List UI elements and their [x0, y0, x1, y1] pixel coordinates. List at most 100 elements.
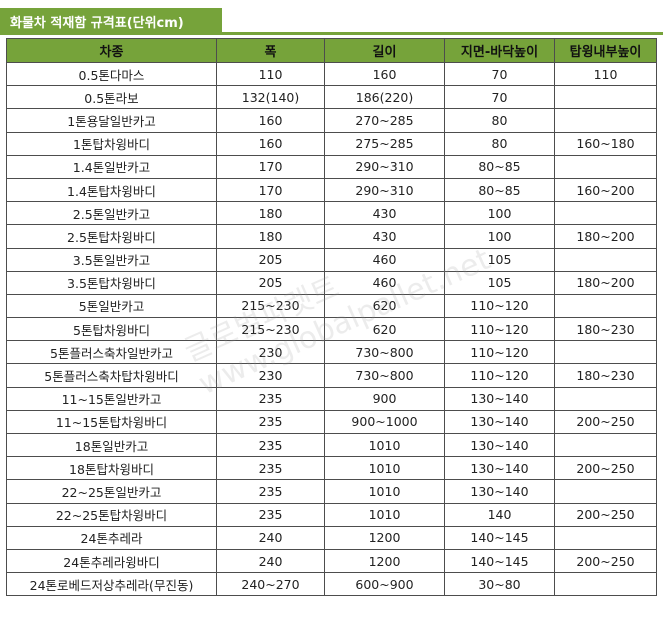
cell-width: 240: [216, 548, 325, 574]
cell-width: 240~270: [216, 572, 325, 597]
header-floor-height: 지면-바닥높이: [444, 38, 555, 63]
title-box: 화물차 적재함 규격표(단위cm): [0, 8, 222, 34]
cell-inner-height: 180~230: [554, 363, 657, 388]
cell-length: 900: [324, 386, 445, 411]
cell-width: 235: [216, 502, 325, 527]
table-row: 1.4톤탑차윙바디 170 290~310 80~85 160~200: [6, 177, 657, 203]
cell-inner-height: 200~250: [554, 502, 657, 527]
cell-floor-height: 110~120: [444, 340, 555, 365]
cell-floor-height: 70: [444, 85, 555, 110]
cell-inner-height: 200~250: [554, 548, 657, 574]
cell-vehicle-type: 3.5톤일반카고: [6, 247, 217, 272]
cell-floor-height: 130~140: [444, 386, 555, 411]
cell-length: 620: [324, 317, 445, 342]
cell-width: 235: [216, 432, 325, 458]
header-vehicle-type: 차종: [6, 38, 217, 63]
cell-floor-height: 110~120: [444, 363, 555, 388]
header-width: 폭: [216, 38, 325, 63]
cell-vehicle-type: 24톤로베드저상추레라(무진동): [6, 572, 217, 597]
cell-floor-height: 100: [444, 201, 555, 226]
cell-floor-height: 140: [444, 502, 555, 527]
header-inner-height: 탑윙내부높이: [554, 38, 657, 63]
table-row: 5톤플러스축차탑차윙바디 230 730~800 110~120 180~230: [6, 363, 657, 388]
table-row: 24톤로베드저상추레라(무진동) 240~270 600~900 30~80: [6, 572, 657, 597]
cell-floor-height: 30~80: [444, 572, 555, 597]
cell-floor-height: 110~120: [444, 317, 555, 342]
cell-floor-height: 130~140: [444, 409, 555, 435]
title-underline: [0, 32, 663, 35]
spec-table: 차종 폭 길이 지면-바닥높이 탑윙내부높이 0.5톤다마스 110 160 70 11…: [6, 38, 657, 597]
cell-length: 275~285: [324, 131, 445, 156]
cell-length: 1200: [324, 548, 445, 574]
cell-width: 240: [216, 525, 325, 550]
cell-vehicle-type: 2.5톤일반카고: [6, 201, 217, 226]
cell-length: 290~310: [324, 154, 445, 179]
cell-length: 186(220): [324, 85, 445, 110]
table-row: 0.5톤다마스 110 160 70 110: [6, 61, 657, 87]
table-row: 2.5톤탑차윙바디 180 430 100 180~200: [6, 224, 657, 249]
table-row: 24톤추레라윙바디 240 1200 140~145 200~250: [6, 548, 657, 574]
cell-width: 132(140): [216, 85, 325, 110]
cell-vehicle-type: 1톤용달일반카고: [6, 108, 217, 133]
cell-width: 215~230: [216, 317, 325, 342]
cell-inner-height: 110: [554, 61, 657, 87]
cell-width: 230: [216, 363, 325, 388]
cell-inner-height: [554, 108, 657, 133]
cell-width: 180: [216, 201, 325, 226]
table-row: 22~25톤탑차윙바디 235 1010 140 200~250: [6, 502, 657, 527]
cell-vehicle-type: 0.5톤다마스: [6, 61, 217, 87]
cell-width: 235: [216, 409, 325, 435]
table-row: 1톤용달일반카고 160 270~285 80: [6, 108, 657, 133]
cell-inner-height: [554, 340, 657, 365]
cell-floor-height: 70: [444, 61, 555, 87]
cell-inner-height: 180~230: [554, 317, 657, 342]
cell-length: 430: [324, 201, 445, 226]
table-row: 22~25톤일반카고 235 1010 130~140: [6, 479, 657, 504]
cell-floor-height: 80: [444, 131, 555, 156]
cell-vehicle-type: 24톤추레라: [6, 525, 217, 550]
cell-width: 160: [216, 108, 325, 133]
title-bar: 화물차 적재함 규격표(단위cm): [0, 8, 663, 35]
cell-vehicle-type: 3.5톤탑차윙바디: [6, 270, 217, 295]
cell-vehicle-type: 5톤탑차윙바디: [6, 317, 217, 342]
cell-floor-height: 80: [444, 108, 555, 133]
cell-length: 270~285: [324, 108, 445, 133]
table-row: 0.5톤라보 132(140) 186(220) 70: [6, 85, 657, 110]
cell-width: 205: [216, 247, 325, 272]
cell-vehicle-type: 0.5톤라보: [6, 85, 217, 110]
cell-length: 600~900: [324, 572, 445, 597]
table-row: 18톤일반카고 235 1010 130~140: [6, 432, 657, 458]
cell-width: 160: [216, 131, 325, 156]
cell-inner-height: [554, 247, 657, 272]
cell-vehicle-type: 18톤탑차윙바디: [6, 456, 217, 481]
cell-inner-height: 160~180: [554, 131, 657, 156]
cell-inner-height: [554, 293, 657, 319]
cell-length: 1010: [324, 456, 445, 481]
page-title: 화물차 적재함 규격표(단위cm): [10, 16, 184, 31]
cell-floor-height: 130~140: [444, 456, 555, 481]
cell-vehicle-type: 22~25톤일반카고: [6, 479, 217, 504]
cell-width: 170: [216, 177, 325, 203]
cell-vehicle-type: 2.5톤탑차윙바디: [6, 224, 217, 249]
cell-floor-height: 130~140: [444, 479, 555, 504]
cell-length: 730~800: [324, 340, 445, 365]
table-row: 2.5톤일반카고 180 430 100: [6, 201, 657, 226]
cell-width: 110: [216, 61, 325, 87]
cell-vehicle-type: 18톤일반카고: [6, 432, 217, 458]
cell-length: 900~1000: [324, 409, 445, 435]
table-row: 1톤탑차윙바디 160 275~285 80 160~180: [6, 131, 657, 156]
cell-floor-height: 105: [444, 247, 555, 272]
cell-width: 180: [216, 224, 325, 249]
cell-width: 215~230: [216, 293, 325, 319]
table-header-row: 차종 폭 길이 지면-바닥높이 탑윙내부높이: [6, 38, 657, 63]
table-body: 0.5톤다마스 110 160 70 110 0.5톤라보 132(140) 186(220)…: [6, 61, 657, 597]
cell-inner-height: [554, 386, 657, 411]
table-row: 5톤플러스축차일반카고 230 730~800 110~120: [6, 340, 657, 365]
cell-vehicle-type: 1.4톤탑차윙바디: [6, 177, 217, 203]
table-row: 5톤탑차윙바디 215~230 620 110~120 180~230: [6, 317, 657, 342]
cell-inner-height: 200~250: [554, 409, 657, 435]
cell-length: 620: [324, 293, 445, 319]
table-row: 18톤탑차윙바디 235 1010 130~140 200~250: [6, 456, 657, 481]
table-row: 1.4톤일반카고 170 290~310 80~85: [6, 154, 657, 179]
cell-vehicle-type: 5톤플러스축차일반카고: [6, 340, 217, 365]
